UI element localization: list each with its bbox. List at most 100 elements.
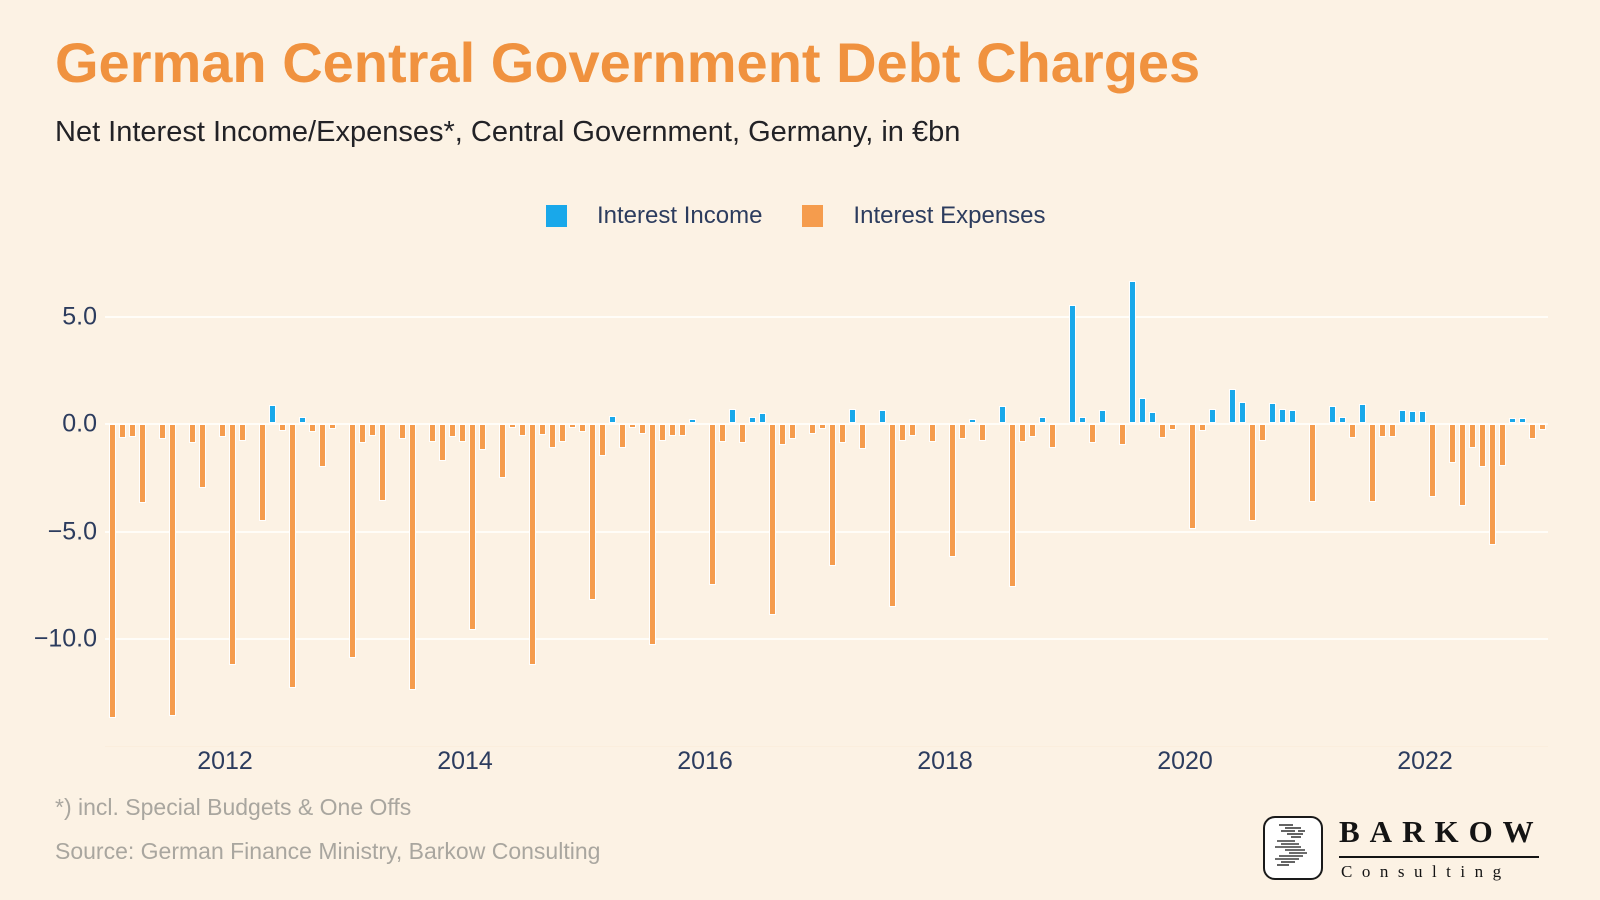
x-tick-label: 2022 [1397,747,1453,775]
bar-2022-11 [1529,424,1536,439]
bar-2011-02 [119,424,126,438]
legend-item-expenses: Interest Expenses [802,202,1046,230]
x-tick-label: 2020 [1157,747,1213,775]
bar-2012-01 [229,424,236,665]
logo-wordmark: BARKOW [1339,814,1544,849]
bar-2013-01 [349,424,356,659]
bar-2013-07 [409,424,416,691]
bar-2017-06 [879,410,886,423]
bar-2022-09 [1509,417,1516,423]
bar-2022-06 [1479,424,1486,467]
bar-2021-04 [1339,416,1346,423]
bar-2021-08 [1379,424,1386,437]
bar-2020-09 [1269,402,1276,423]
bar-2013-10 [439,424,446,462]
bar-2014-09 [549,424,556,448]
x-tick-label: 2012 [197,747,253,775]
logo-rule [1339,856,1539,858]
bar-2014-05 [509,424,516,429]
bar-2020-10 [1279,409,1286,423]
bar-2019-09 [1149,412,1156,423]
bar-2013-11 [449,424,456,437]
bar-2014-02 [479,424,486,450]
bar-2011-09 [189,424,196,444]
y-tick-label: −10.0 [33,624,97,653]
bar-2017-11 [929,424,936,443]
gridline [105,315,1548,318]
bar-2017-02 [839,424,846,444]
bar-2019-06 [1119,424,1126,446]
bar-2013-03 [369,424,376,436]
source-credit: Source: German Finance Ministry, Barkow … [55,838,601,864]
bar-2015-02 [599,424,606,457]
income-swatch-icon [546,205,567,227]
bar-2019-02 [1079,416,1086,423]
bar-2017-08 [899,424,906,442]
bar-2014-06 [519,424,526,436]
bar-2015-01 [589,424,596,601]
gridline [105,423,1548,425]
bar-2022-01 [1429,424,1436,497]
legend-label-expenses: Interest Expenses [853,202,1046,229]
bar-2018-02 [959,424,966,439]
bar-2021-06 [1359,403,1366,423]
bar-2015-04 [619,424,626,448]
bar-2017-07 [889,424,896,607]
bar-2015-05 [629,424,636,429]
y-tick-label: 0.0 [62,409,97,438]
bar-2018-10 [1039,416,1046,423]
bar-2022-08 [1499,424,1506,466]
bar-2019-07 [1129,281,1136,423]
bar-2013-04 [379,424,386,502]
chart-title: German Central Government Debt Charges [55,31,1201,94]
bar-2015-08 [659,424,666,442]
bar-2011-04 [139,424,146,504]
y-tick-label: −5.0 [47,517,97,545]
bar-2012-10 [319,424,326,467]
bar-2017-03 [849,409,856,423]
logo-subtext: Consulting [1341,862,1511,881]
bar-2017-09 [909,424,916,436]
bar-2013-09 [429,424,436,443]
bar-2016-01 [709,424,716,586]
bar-2014-08 [539,424,546,435]
bar-2022-07 [1489,424,1496,546]
bar-2020-01 [1189,424,1196,530]
bar-2012-05 [269,404,276,423]
bar-2012-04 [259,424,266,521]
bar-2020-11 [1289,410,1296,423]
bar-2015-03 [609,415,616,423]
bar-2017-01 [829,424,836,566]
bar-2012-09 [309,424,316,433]
bar-2021-10 [1399,410,1406,423]
bar-2016-07 [769,424,776,616]
bar-2015-09 [669,424,676,436]
bar-2021-01 [1309,424,1316,503]
bar-2019-04 [1099,410,1106,423]
bar-2014-12 [579,424,586,433]
bar-2011-12 [219,424,226,437]
bar-2022-05 [1469,424,1476,448]
logo-lines-icon [1263,816,1323,880]
x-tick-label: 2014 [437,747,493,775]
bar-2013-06 [399,424,406,439]
bar-2016-08 [779,424,786,446]
bar-2020-08 [1259,424,1266,442]
bar-2011-01 [109,424,116,719]
bar-2021-09 [1389,424,1396,437]
bar-2012-11 [329,424,336,430]
bar-2022-12 [1539,424,1546,431]
expenses-swatch-icon [802,205,824,227]
bar-2011-03 [129,424,136,437]
bar-2014-01 [469,424,476,631]
bar-2018-01 [949,424,956,558]
bar-2016-09 [789,424,796,439]
gridline [105,530,1548,533]
bar-2022-10 [1519,417,1526,423]
bar-2016-06 [759,413,766,423]
bar-2019-03 [1089,424,1096,444]
bar-2019-08 [1139,398,1146,423]
bar-2017-04 [859,424,866,449]
bar-2016-11 [809,424,816,434]
